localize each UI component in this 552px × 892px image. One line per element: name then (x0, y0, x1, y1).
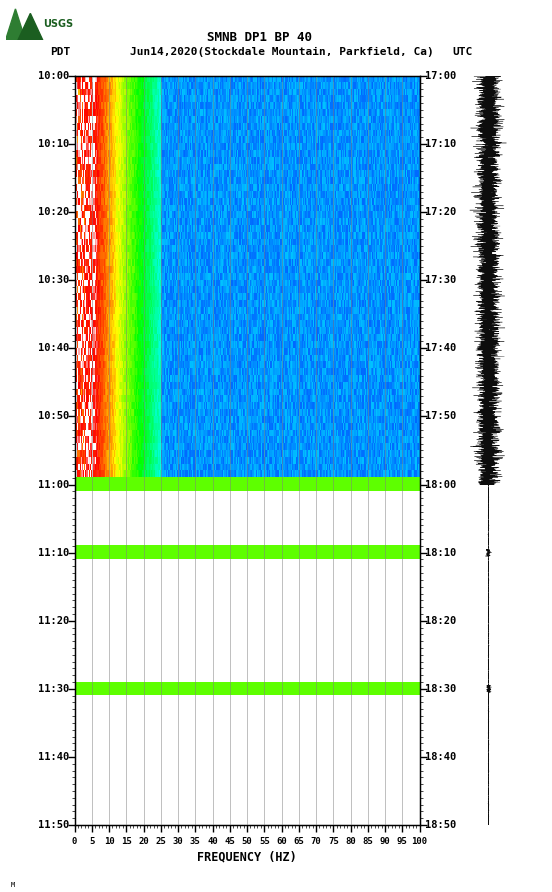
Polygon shape (18, 13, 43, 40)
Text: 10:10: 10:10 (38, 139, 70, 149)
Text: 18:20: 18:20 (424, 615, 456, 626)
Text: UTC: UTC (453, 46, 473, 57)
Text: 17:20: 17:20 (424, 207, 456, 217)
Text: Jun14,2020(Stockdale Mountain, Parkfield, Ca): Jun14,2020(Stockdale Mountain, Parkfield… (130, 46, 433, 57)
Text: 18:40: 18:40 (424, 752, 456, 762)
Text: USGS: USGS (43, 19, 73, 29)
Text: 11:30: 11:30 (38, 684, 70, 694)
Text: SMNB DP1 BP 40: SMNB DP1 BP 40 (207, 31, 312, 44)
Text: 11:50: 11:50 (38, 820, 70, 830)
Text: 11:40: 11:40 (38, 752, 70, 762)
Polygon shape (6, 9, 25, 40)
Text: 10:40: 10:40 (38, 343, 70, 353)
Text: 10:20: 10:20 (38, 207, 70, 217)
Text: 17:40: 17:40 (424, 343, 456, 353)
Text: 18:00: 18:00 (424, 480, 456, 490)
Text: 18:30: 18:30 (424, 684, 456, 694)
Text: PDT: PDT (50, 46, 70, 57)
Text: 17:30: 17:30 (424, 275, 456, 285)
Text: M: M (11, 881, 15, 888)
Text: 18:50: 18:50 (424, 820, 456, 830)
Text: 17:00: 17:00 (424, 70, 456, 81)
X-axis label: FREQUENCY (HZ): FREQUENCY (HZ) (197, 850, 297, 863)
Text: 17:10: 17:10 (424, 139, 456, 149)
Text: 10:50: 10:50 (38, 411, 70, 421)
Text: 11:00: 11:00 (38, 480, 70, 490)
Text: 11:20: 11:20 (38, 615, 70, 626)
Text: 10:30: 10:30 (38, 275, 70, 285)
Text: 11:10: 11:10 (38, 548, 70, 558)
Text: 10:00: 10:00 (38, 70, 70, 81)
Text: 18:10: 18:10 (424, 548, 456, 558)
Text: 17:50: 17:50 (424, 411, 456, 421)
